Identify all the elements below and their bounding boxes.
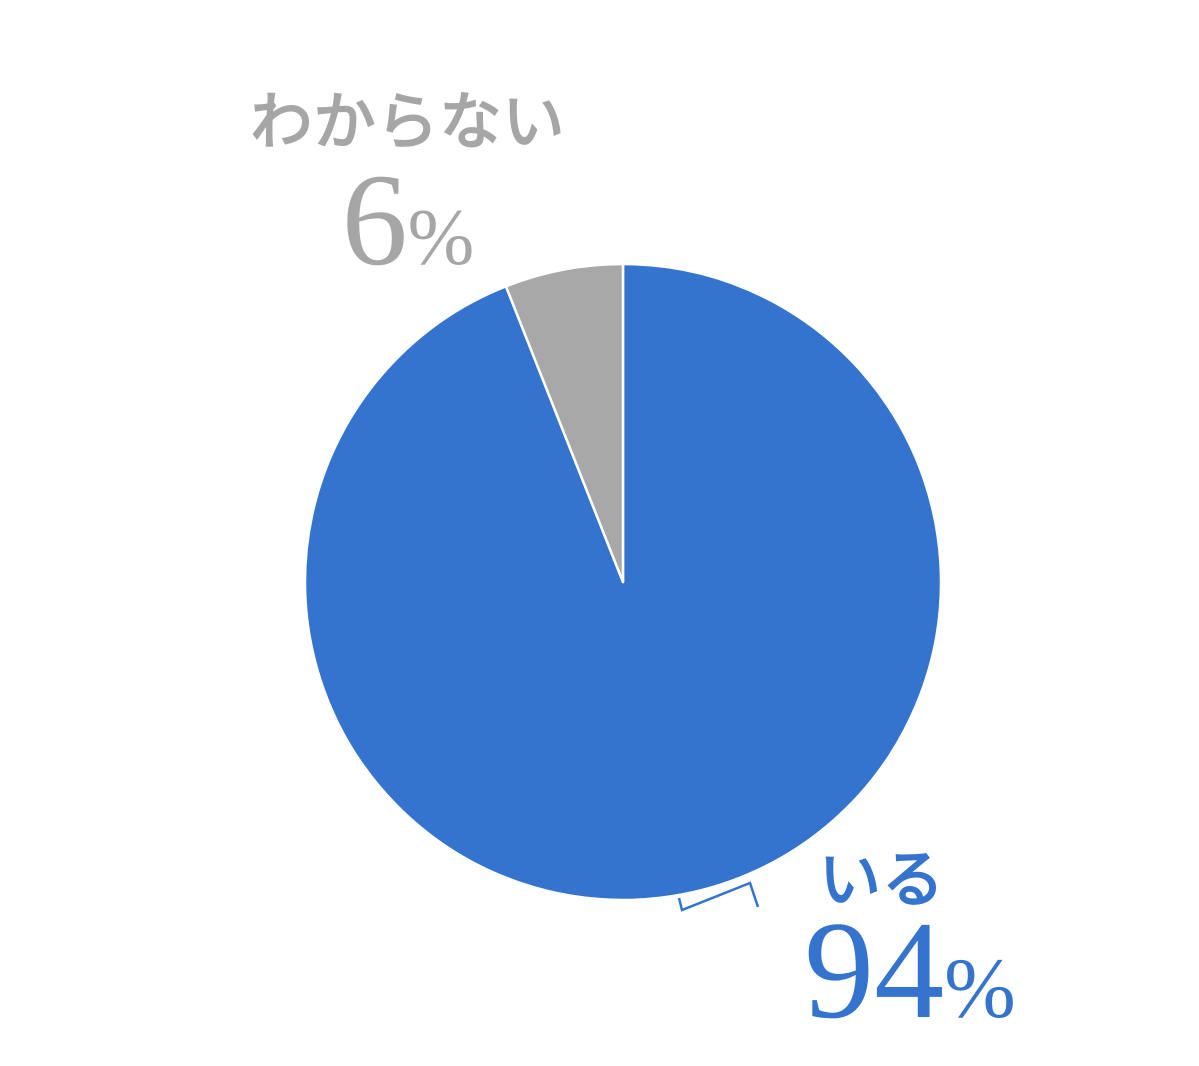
slice-label-wakaranai-value: 6% xyxy=(233,154,583,286)
slice-label-iru: いる xyxy=(732,850,1032,912)
slice-value-iru-number: 94 xyxy=(804,893,945,1048)
slice-label-wakaranai-name: わからない xyxy=(250,88,566,157)
slice-label-wakaranai: わからない 6% xyxy=(233,92,583,286)
slice-value-iru-percent-sign: % xyxy=(944,940,1016,1036)
pie-slice-wakaranai xyxy=(504,262,625,584)
slice-label-iru-value: 94% xyxy=(760,901,1060,1041)
slice-value-wakaranai-percent-sign: % xyxy=(407,194,475,282)
leader-line-iru xyxy=(677,881,760,912)
slice-value-wakaranai-number: 6 xyxy=(341,146,408,293)
slice-label-iru-name: いる xyxy=(818,846,945,915)
